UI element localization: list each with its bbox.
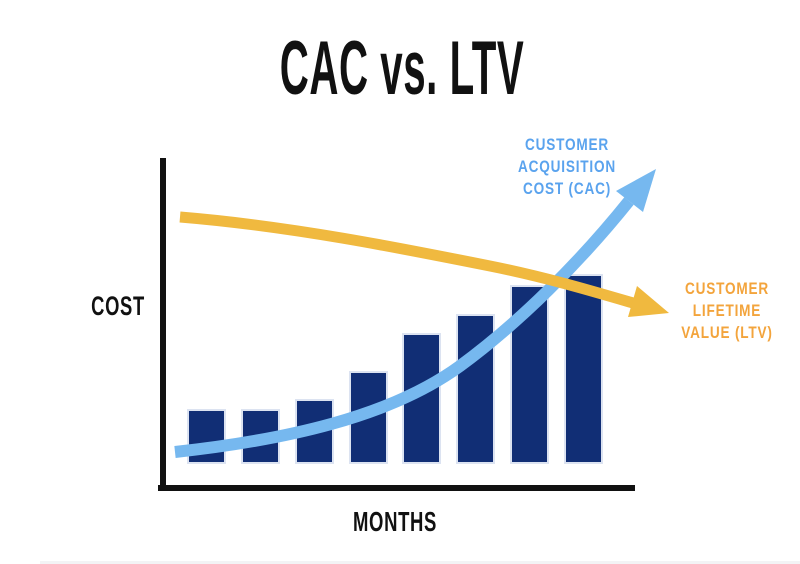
page-title: CAC vs. LTV — [279, 26, 525, 111]
page-bottom-edge — [40, 561, 800, 564]
ltv-legend: CUSTOMER LIFETIME VALUE (LTV) — [681, 278, 772, 344]
cac-arrowhead-icon — [616, 169, 656, 212]
bar-month-1 — [187, 408, 226, 464]
bars-group — [187, 0, 617, 564]
bar-month-7 — [510, 285, 550, 464]
bar-month-3 — [294, 399, 334, 464]
y-axis-line — [160, 158, 166, 491]
ltv-legend-line-1: CUSTOMER — [685, 279, 769, 298]
bar-month-5 — [402, 332, 442, 464]
cac-legend-line-2: ACQUISITION — [518, 157, 616, 176]
x-axis-label: MONTHS — [352, 506, 438, 537]
ltv-legend-line-2: LIFETIME — [692, 301, 762, 320]
cac-legend-line-3: COST (CAC) — [522, 179, 612, 198]
cac-legend: CUSTOMER ACQUISITION COST (CAC) — [518, 134, 616, 200]
bar-month-6 — [456, 313, 496, 464]
ltv-legend-line-3: VALUE (LTV) — [681, 323, 773, 342]
bar-month-4 — [348, 370, 388, 464]
cac-legend-line-1: CUSTOMER — [525, 135, 609, 154]
x-axis-line — [158, 485, 635, 491]
bar-month-8 — [564, 274, 603, 464]
y-axis-label: COST — [91, 291, 145, 321]
ltv-arrowhead-icon — [628, 286, 669, 317]
bar-month-2 — [240, 408, 280, 464]
